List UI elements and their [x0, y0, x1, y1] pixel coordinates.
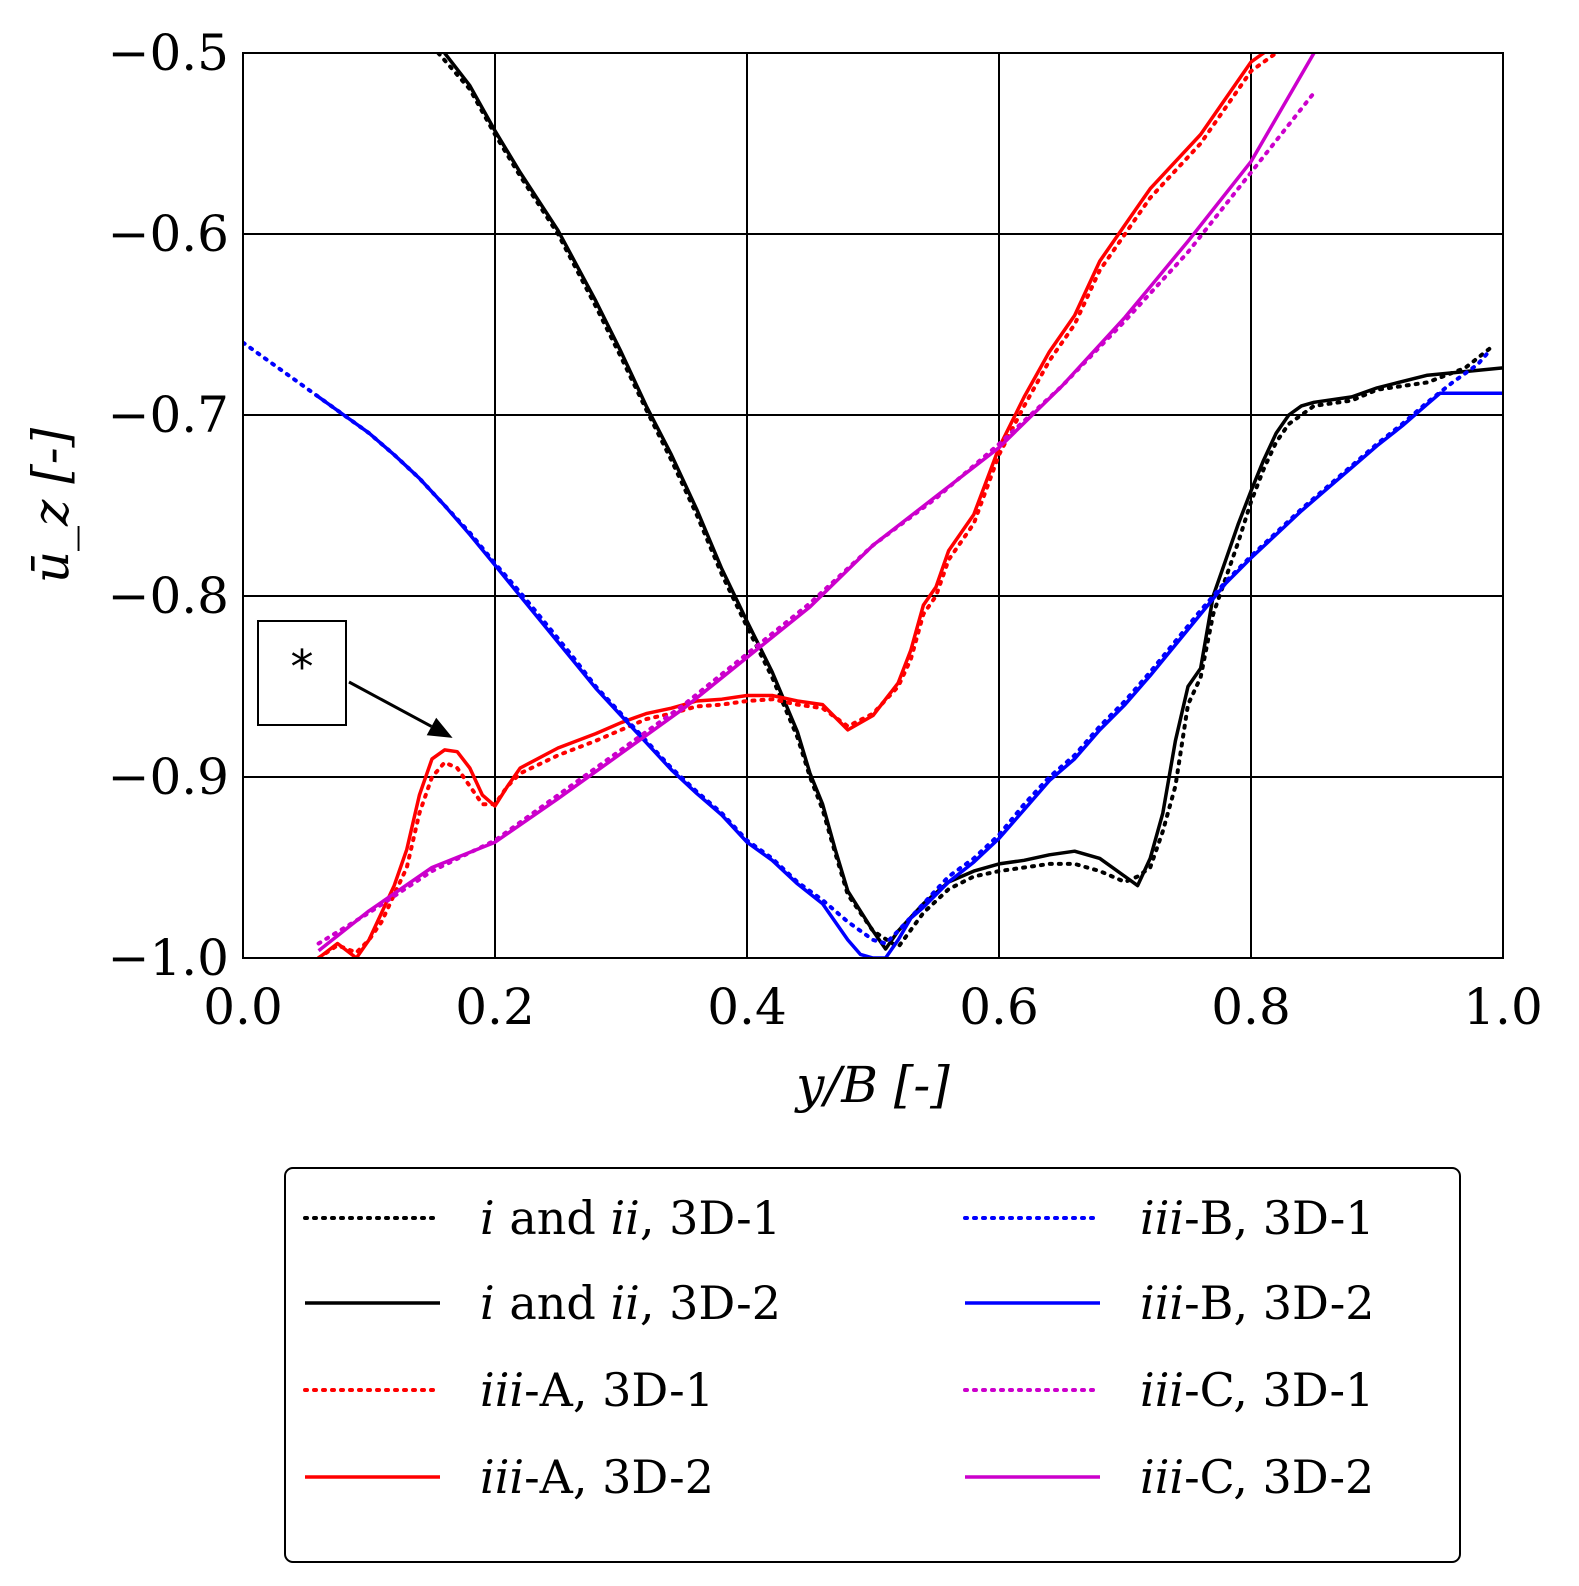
annotation-arrow: [348, 680, 433, 728]
y-tick-label: −0.8: [108, 567, 229, 625]
series-line: [436, 53, 1493, 950]
x-tick-label: 0.6: [959, 978, 1039, 1036]
grid: [242, 52, 1504, 959]
y-tick-label: −0.6: [108, 205, 229, 263]
series-lines: [243, 53, 1503, 958]
x-tick-label: 0.0: [203, 978, 283, 1036]
legend-label: iii-C, 3D-1: [1140, 1363, 1374, 1417]
y-tick-label: −0.5: [108, 24, 229, 82]
legend-entries: i and ii, 3D-1 i and ii, 3D-2 iii-A, 3D-1 i…: [303, 1191, 1375, 1504]
y-tick-label: −0.7: [108, 386, 229, 444]
legend-label: iii-A, 3D-1: [480, 1363, 714, 1417]
legend-label: i and ii, 3D-2: [480, 1276, 781, 1330]
annotation-box: [257, 620, 347, 726]
legend-label: iii-B, 3D-1: [1140, 1191, 1375, 1245]
series-line: [316, 90, 1316, 946]
y-axis-label: ū_z [-]: [22, 427, 80, 583]
y-tick-label: −0.9: [108, 748, 229, 806]
legend-label: i and ii, 3D-1: [480, 1191, 781, 1245]
legend-label: iii-B, 3D-2: [1140, 1276, 1375, 1330]
annotation-text: *: [291, 640, 314, 694]
series-line: [317, 391, 1503, 958]
tick-labels: 0.0 0.2 0.4 0.6 0.8 1.0 −1.0 −0.9 −0.8 −0.7 −0.6 −0…: [108, 24, 1543, 1036]
x-tick-label: 0.2: [455, 978, 535, 1036]
y-tick-label: −1.0: [108, 929, 229, 987]
annotation: *: [257, 620, 453, 738]
legend-label: iii-C, 3D-2: [1140, 1450, 1374, 1504]
legend-label: iii-A, 3D-2: [480, 1450, 714, 1504]
legend-box: [284, 1167, 1461, 1563]
series-line: [443, 53, 1503, 951]
annotation-arrowhead: [426, 717, 453, 738]
series-line: [316, 53, 1280, 958]
x-axis-label: y/B [-]: [794, 1056, 950, 1114]
x-tick-label: 0.4: [707, 978, 787, 1036]
x-tick-label: 1.0: [1463, 978, 1543, 1036]
series-line: [243, 340, 1493, 946]
plot-frame: [242, 52, 1504, 959]
legend: i and ii, 3D-1 i and ii, 3D-2 iii-A, 3D-1 i…: [284, 1167, 1461, 1563]
series-line: [317, 53, 1316, 953]
series-line: [317, 53, 1267, 958]
x-tick-label: 0.8: [1211, 978, 1291, 1036]
